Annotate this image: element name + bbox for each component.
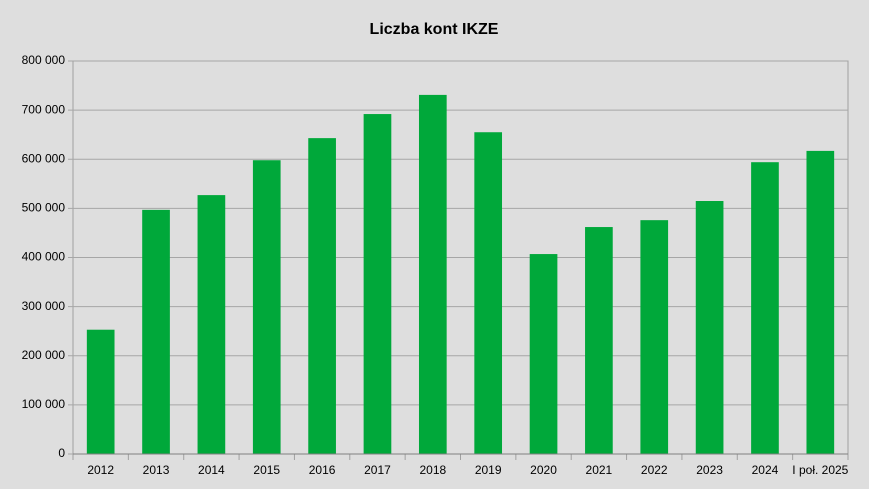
x-tick-label: 2015 [253, 463, 280, 477]
x-tick-label: 2012 [87, 463, 114, 477]
x-tick-label: I poł. 2025 [792, 463, 848, 477]
bar [695, 201, 724, 454]
x-tick-label: 2018 [419, 463, 446, 477]
x-tick-label: 2017 [364, 463, 391, 477]
bar [418, 94, 447, 455]
y-tick-label: 400 000 [22, 250, 66, 264]
y-tick-label: 200 000 [22, 348, 66, 362]
bar [806, 150, 835, 454]
bar [86, 329, 115, 454]
y-tick-label: 100 000 [22, 397, 66, 411]
x-tick-label: 2019 [475, 463, 502, 477]
bar [585, 227, 613, 454]
bar [252, 160, 281, 455]
x-tick-label: 2020 [530, 463, 557, 477]
x-tick-label: 2024 [752, 463, 779, 477]
chart-title: Liczba kont IKZE [370, 21, 499, 38]
bar [751, 162, 779, 454]
bar [363, 114, 392, 455]
y-tick-label: 300 000 [22, 299, 66, 313]
bar [308, 138, 336, 454]
x-tick-label: 2023 [696, 463, 723, 477]
x-tick-label: 2013 [143, 463, 170, 477]
x-tick-label: 2016 [309, 463, 336, 477]
bar [197, 195, 226, 454]
bar [529, 254, 558, 454]
y-tick-label: 600 000 [22, 151, 66, 165]
bar [142, 209, 170, 454]
x-tick-label: 2014 [198, 463, 225, 477]
x-tick-label: 2022 [641, 463, 668, 477]
y-tick-label: 700 000 [22, 102, 66, 116]
x-tick-label: 2021 [586, 463, 613, 477]
y-tick-label: 0 [58, 446, 65, 460]
y-tick-label: 500 000 [22, 201, 66, 215]
y-tick-label: 800 000 [22, 53, 66, 67]
bar [640, 220, 669, 454]
bar [474, 132, 503, 454]
